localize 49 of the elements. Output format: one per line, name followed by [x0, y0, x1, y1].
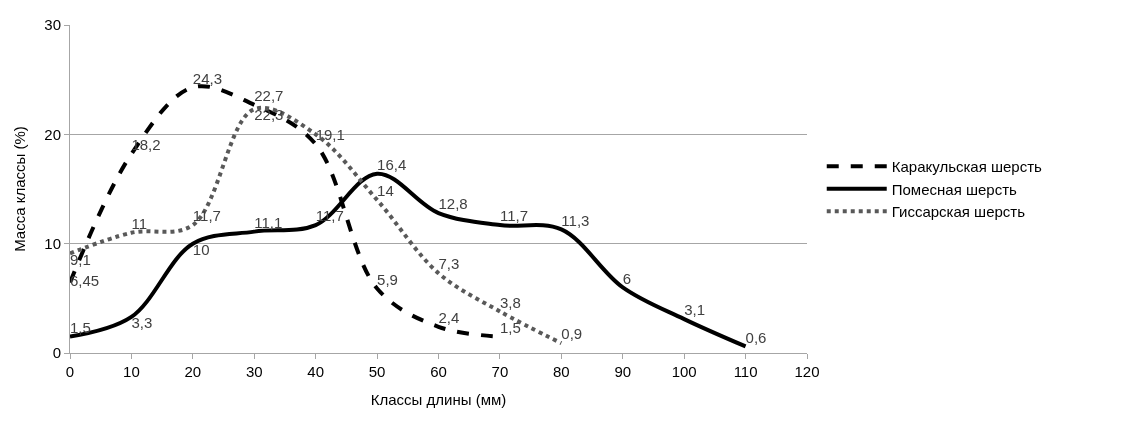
data-label: 5,9 [377, 270, 398, 288]
data-label: 11 [131, 214, 147, 232]
data-label: 3,8 [499, 293, 521, 311]
data-label: 24,3 [192, 69, 223, 87]
x-tick-label: 50 [368, 363, 386, 380]
y-tick-label: 30 [44, 16, 61, 34]
data-label: 2,4 [438, 309, 460, 327]
data-label: 11,1 [254, 213, 283, 231]
y-axis-title: Масса классы (%) [10, 126, 28, 252]
data-label: 1,5 [70, 318, 91, 336]
y-tick-label: 0 [52, 344, 61, 362]
data-label: 1,5 [499, 318, 521, 336]
data-label: 12,8 [438, 195, 468, 213]
x-tick-label: 60 [430, 363, 447, 380]
x-tick-label: 30 [245, 363, 263, 380]
data-label: 18,2 [131, 136, 161, 154]
data-label: 10 [192, 240, 210, 258]
x-tick-label: 110 [733, 363, 758, 380]
x-tick-label: 10 [123, 363, 140, 380]
data-label: 14 [377, 182, 394, 200]
x-tick-label: 120 [794, 363, 820, 380]
x-axis-title: Классы длины (мм) [370, 391, 507, 408]
legend-label: Каракульская шерсть [891, 158, 1043, 176]
data-label: 11,7 [499, 207, 529, 225]
x-tick-label: 0 [65, 363, 75, 380]
data-label: 22,3 [254, 106, 284, 124]
data-label: 11,3 [561, 211, 590, 229]
data-label: 6,45 [70, 272, 100, 290]
data-label: 0,9 [561, 325, 583, 343]
x-tick-label: 20 [184, 363, 202, 380]
x-tick-label: 70 [491, 363, 509, 380]
data-label: 3,3 [131, 314, 153, 332]
data-label: 6 [622, 269, 632, 287]
data-label: 0,6 [745, 328, 767, 346]
x-tick-label: 90 [614, 363, 632, 380]
data-label: 3,1 [684, 301, 706, 319]
data-label: 7,3 [438, 255, 460, 273]
y-tick-label: 10 [44, 234, 61, 252]
data-label: 9,1 [70, 250, 91, 268]
data-label: 11,7 [192, 207, 221, 225]
y-tick-label: 20 [44, 125, 61, 143]
data-label: 22,7 [254, 87, 284, 105]
data-label: 19,1 [315, 126, 345, 144]
legend-label: Помесная шерсть [891, 180, 1018, 198]
x-tick-label: 80 [552, 363, 570, 380]
x-tick-label: 40 [307, 363, 325, 380]
x-tick-label: 100 [671, 363, 697, 380]
data-label: 16,4 [377, 155, 407, 173]
legend-label: Гиссарская шерсть [891, 203, 1026, 221]
